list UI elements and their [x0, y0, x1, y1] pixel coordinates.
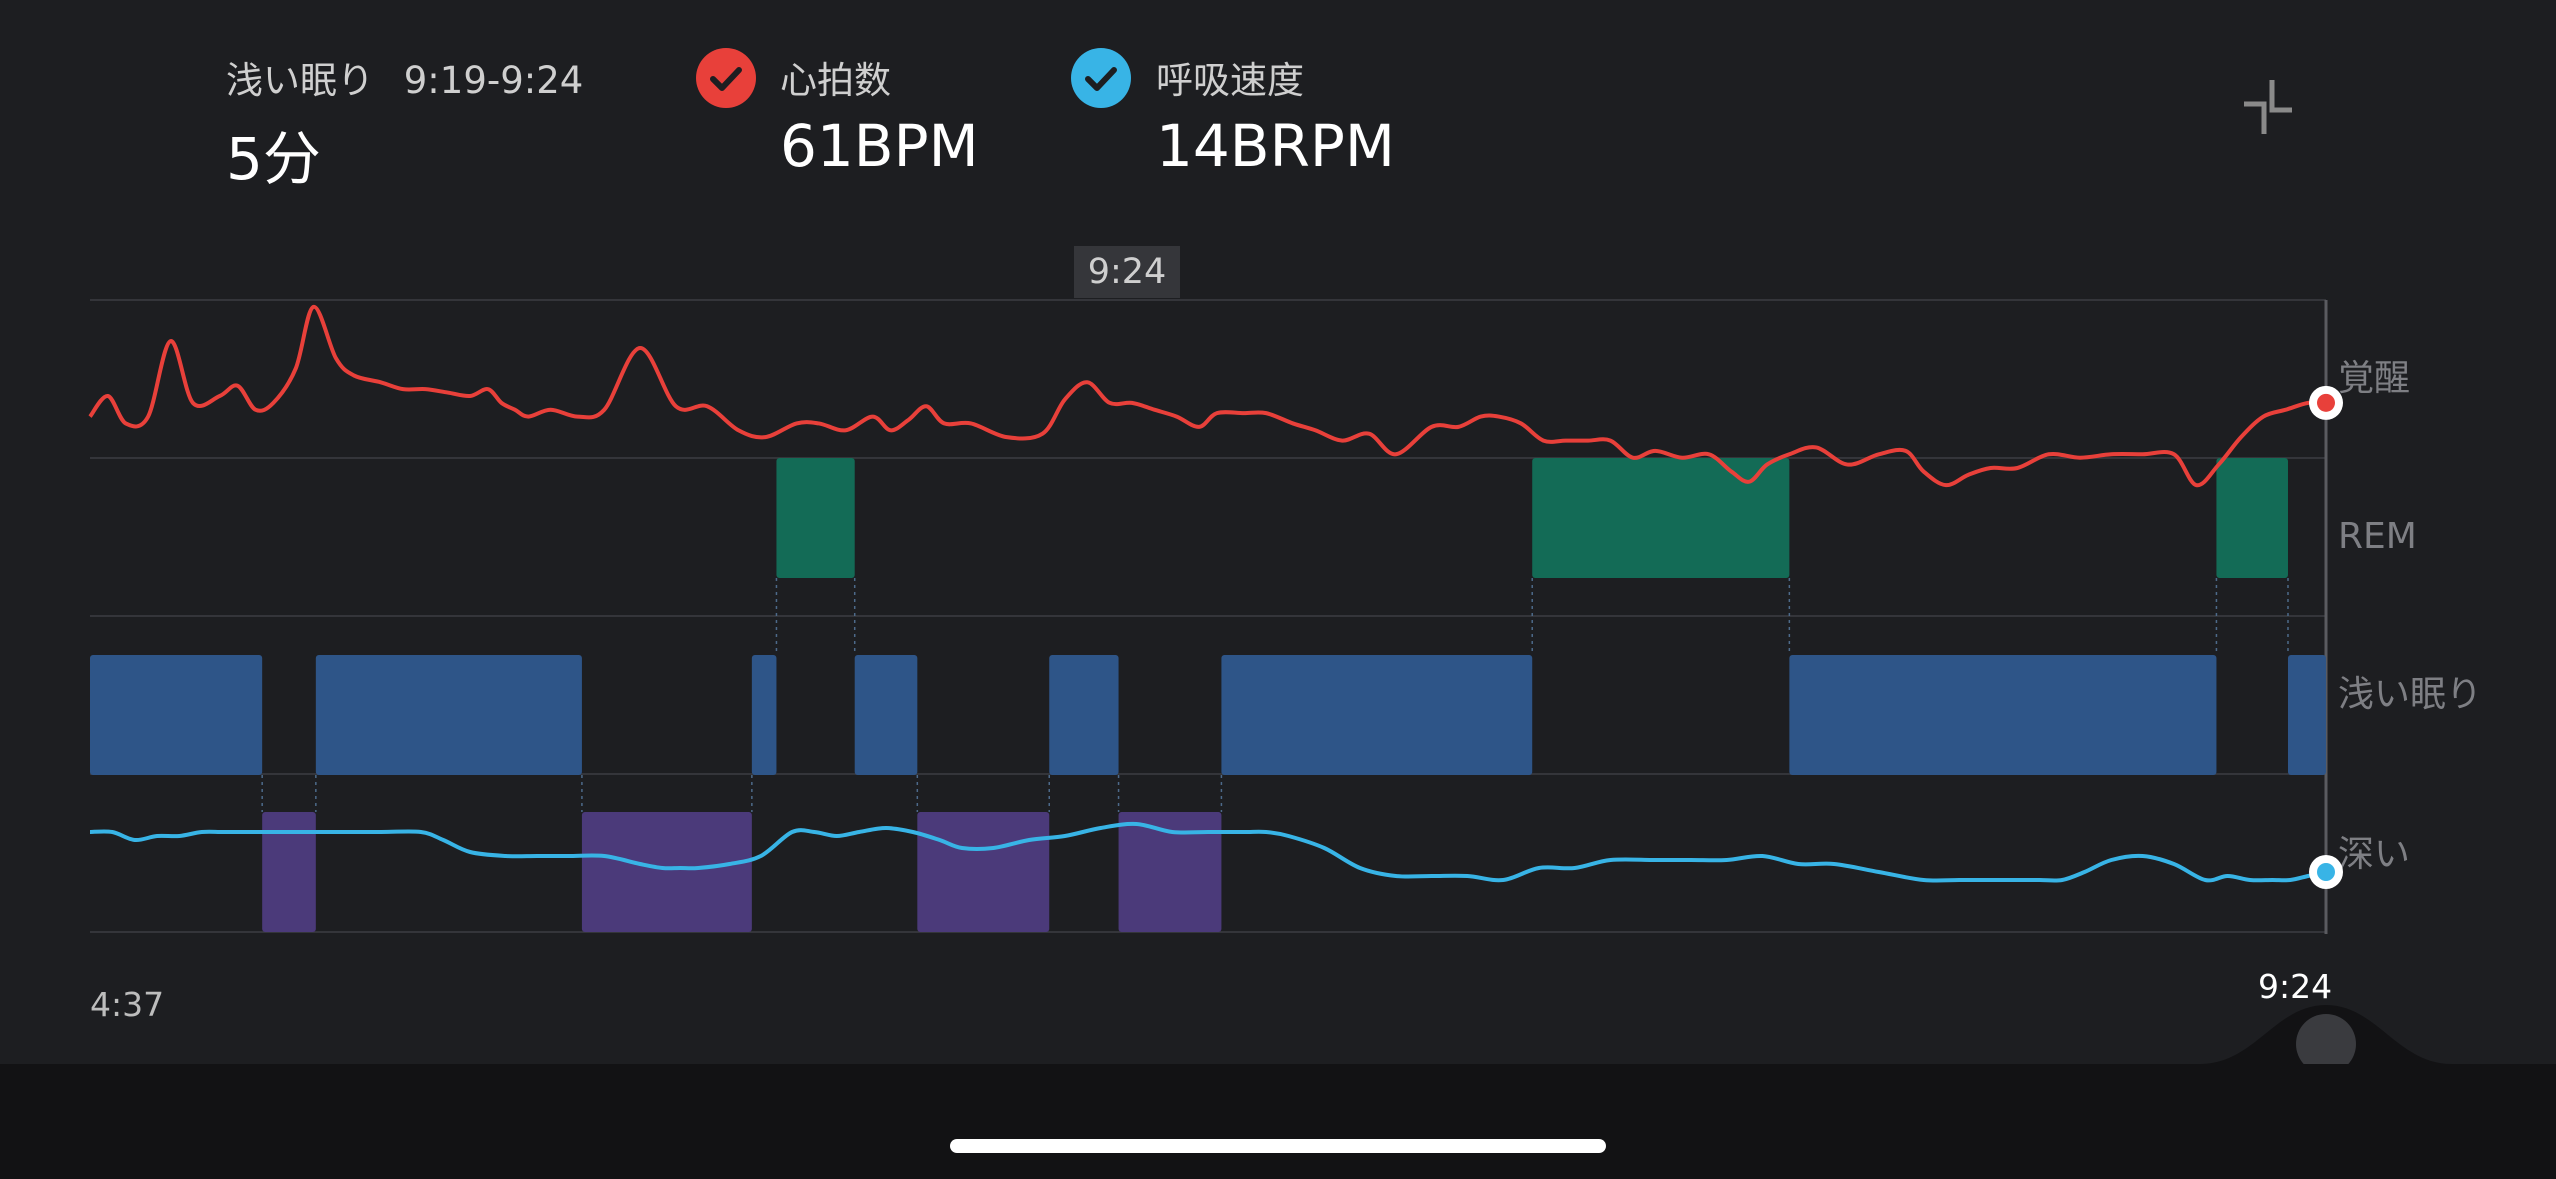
stage-block-light-12 — [1789, 655, 2217, 775]
stage-block-light-14 — [2287, 655, 2326, 775]
cursor-time-tooltip: 9:24 — [1074, 246, 1180, 298]
stage-block-rem-13 — [2216, 458, 2288, 578]
stage-label: 浅い眠り — [226, 59, 374, 102]
breathing-checkbox-icon[interactable] — [1071, 48, 1131, 108]
stage-block-light-2 — [315, 655, 582, 775]
collapse-icon[interactable] — [2236, 76, 2300, 140]
stage-axis-label: 浅い眠り — [2338, 674, 2482, 715]
heart-rate-value: 61BPM — [780, 112, 979, 180]
stage-block-light-4 — [751, 655, 777, 775]
home-indicator[interactable] — [950, 1139, 1606, 1153]
stage-axis-label: 深い — [2338, 834, 2410, 875]
breathing-summary: 呼吸速度 14BRPM — [1156, 50, 1395, 180]
heart-rate-end-marker-dot — [2317, 393, 2335, 412]
breathing-line — [89, 821, 2327, 883]
stage-block-light-10 — [1221, 655, 1533, 775]
breathing-label: 呼吸速度 — [1156, 59, 1304, 102]
breathing-end-marker-dot — [2317, 863, 2335, 881]
stage-duration: 5分 — [226, 125, 321, 193]
header: 浅い眠り 9:19-9:24 5分 心拍数 61BPM 呼吸速度 14BRPM — [0, 0, 2556, 200]
stage-block-light-8 — [1049, 655, 1119, 775]
stage-axis-label: 覚醒 — [2338, 358, 2410, 399]
x-start-label: 4:37 — [90, 985, 165, 1024]
stage-block-rem-5 — [776, 458, 855, 578]
stage-block-rem-11 — [1532, 458, 1790, 578]
breathing-value: 14BRPM — [1156, 112, 1395, 180]
stage-block-deep-7 — [917, 812, 1050, 932]
stage-block-deep-1 — [262, 812, 316, 932]
stage-axis-label: REM — [2338, 516, 2417, 557]
stage-block-light-0 — [90, 655, 263, 775]
time-range: 9:19-9:24 — [403, 59, 584, 102]
heart-rate-line — [88, 304, 2327, 488]
stage-block-deep-9 — [1118, 812, 1222, 932]
heart-rate-label: 心拍数 — [780, 59, 891, 102]
bottom-bar — [0, 1064, 2556, 1179]
stage-summary: 浅い眠り 9:19-9:24 5分 — [226, 50, 583, 196]
stage-label-row: 浅い眠り 9:19-9:24 — [226, 50, 583, 104]
heart-rate-checkbox-icon[interactable] — [696, 48, 756, 108]
stage-block-light-6 — [854, 655, 918, 775]
heart-rate-summary: 心拍数 61BPM — [780, 50, 979, 180]
stage-block-deep-3 — [581, 812, 752, 932]
x-end-label: 9:24 — [2258, 967, 2333, 1006]
